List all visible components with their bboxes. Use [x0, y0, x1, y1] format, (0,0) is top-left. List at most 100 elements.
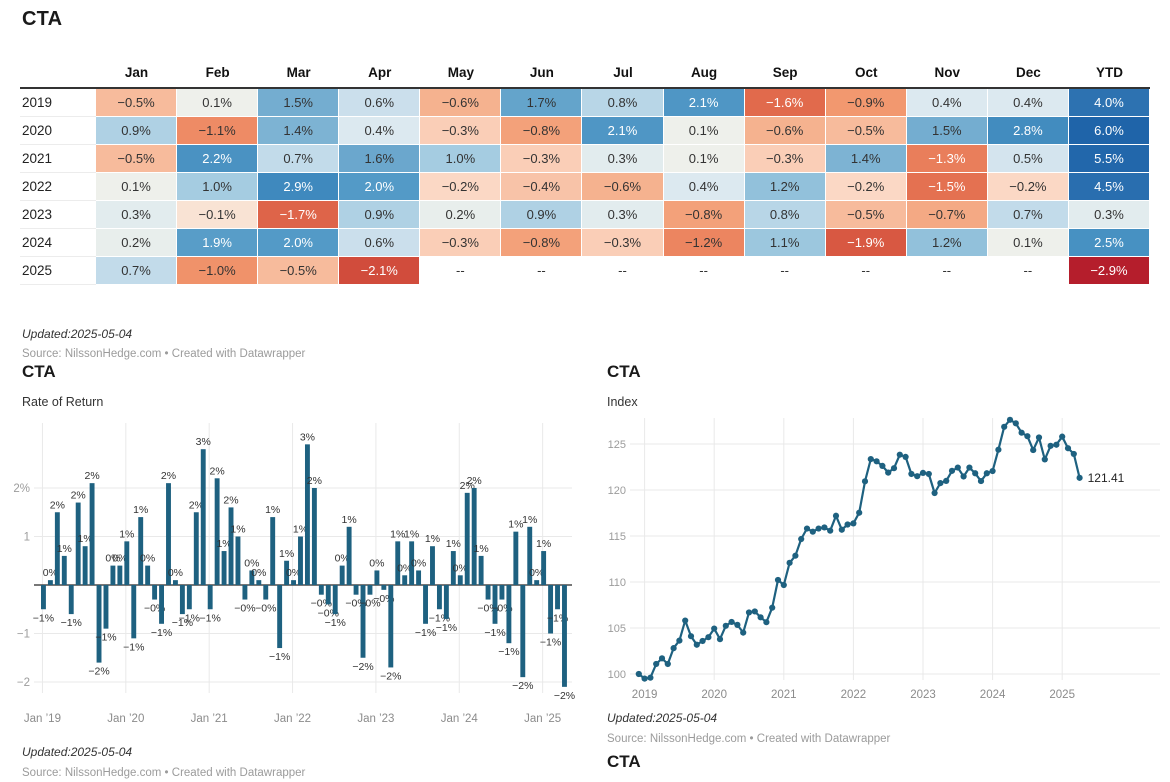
index-line-chart: 100 105 110 115 120 125 2019 2020 2021 2022 2023 20…: [608, 416, 1160, 701]
data-point: [977, 477, 985, 485]
bar-value-label: −1%: [179, 612, 200, 624]
heatmap-cell: −0.8%: [663, 201, 745, 229]
data-point: [658, 655, 666, 662]
heatmap-row-year: 2019: [20, 89, 96, 117]
data-point: [728, 618, 735, 626]
bar-value-label: 1%: [78, 533, 93, 545]
heatmap-cell: 0.4%: [339, 117, 421, 145]
bar-value-label: 1%: [446, 538, 461, 550]
bar: [159, 585, 164, 624]
bar-value-label: −1%: [269, 651, 290, 663]
bar-value-label: 3%: [196, 436, 211, 448]
heatmap-cell: −0.4%: [501, 173, 583, 201]
heatmap-cell: −0.3%: [744, 145, 826, 173]
heatmap-cell: −0.5%: [825, 201, 907, 229]
data-point: [1064, 445, 1072, 452]
data-point: [803, 525, 811, 532]
next-chart-title: CTA: [607, 752, 641, 771]
bar-chart-subtitle: Rate of Return: [22, 395, 104, 409]
bar-value-label: −2%: [88, 666, 109, 678]
heatmap-column-header: Jun: [529, 65, 554, 80]
data-point: [815, 525, 822, 532]
data-point: [966, 464, 973, 471]
data-point: [780, 581, 787, 589]
bar: [353, 585, 359, 595]
heatmap-cell: 1.2%: [744, 173, 826, 201]
data-point: [740, 629, 747, 636]
bar-value-label: 0%: [529, 567, 544, 579]
heatmap-cell: −0.2%: [987, 173, 1069, 201]
heatmap-cell: −0.1%: [177, 201, 259, 229]
bar: [527, 526, 533, 585]
bar: [75, 502, 81, 585]
line-end-value-label: 121.41: [1088, 471, 1125, 485]
data-point: [1006, 416, 1014, 423]
heatmap-cell: 1.7%: [501, 89, 583, 117]
data-point: [995, 446, 1002, 453]
data-point: [890, 465, 898, 472]
bar: [416, 570, 422, 585]
bar: [409, 541, 415, 585]
y-axis-tick-label: 105: [608, 623, 626, 635]
bar: [485, 585, 491, 600]
bar-value-label: 2%: [223, 494, 238, 506]
heatmap-cell: --: [501, 257, 583, 285]
bar: [541, 551, 547, 585]
bar-value-label: 0%: [335, 553, 350, 565]
line-chart-subtitle: Index: [607, 395, 638, 409]
bar-value-label: 2%: [50, 499, 65, 511]
heatmap-cell: −1.1%: [177, 117, 259, 145]
data-point: [885, 469, 892, 476]
data-point: [647, 674, 654, 681]
bar-value-label: 3%: [300, 431, 315, 443]
data-point: [902, 453, 909, 460]
x-axis-tick-label: 2019: [632, 689, 658, 701]
y-axis-tick-label: 110: [608, 577, 626, 589]
x-axis-tick-label: 2024: [980, 689, 1006, 701]
heatmap-cell: −0.5%: [258, 257, 340, 285]
bar: [110, 565, 116, 585]
data-point: [757, 614, 764, 621]
heatmap-cell: −0.5%: [825, 117, 907, 145]
heatmap-cell: 0.7%: [96, 257, 178, 285]
bar-value-label: −1%: [325, 617, 346, 629]
bar-value-label: 2%: [307, 475, 322, 487]
x-axis-tick-label: Jan ’20: [107, 713, 144, 725]
data-point: [641, 675, 648, 682]
bar-value-label: −1%: [484, 627, 505, 639]
bar-value-label: 1%: [119, 528, 134, 540]
heatmap-row-year: 2020: [20, 117, 96, 145]
heatmap-cell: 0.7%: [258, 145, 340, 173]
bar-value-label: −0%: [234, 603, 255, 615]
bar: [464, 492, 470, 585]
data-point: [722, 622, 729, 629]
y-axis-tick-label: 100: [608, 669, 626, 681]
bar-value-label: 2%: [161, 470, 176, 482]
bar-value-label: −0%: [359, 598, 380, 610]
data-point: [1053, 441, 1060, 448]
line-chart-updated-note: Updated:2025-05-04: [607, 711, 718, 725]
heatmap-cell: −1.0%: [177, 257, 259, 285]
bar-value-label: −1%: [33, 612, 54, 624]
bar-value-label: 1%: [390, 528, 405, 540]
bar: [68, 585, 74, 615]
bar-value-label: 0%: [43, 567, 58, 579]
bar: [138, 517, 144, 585]
data-point: [682, 617, 689, 624]
heatmap-cell: 2.0%: [339, 173, 421, 201]
bar-value-label: 2%: [71, 490, 86, 502]
bar-value-label: −1%: [200, 612, 221, 624]
bar-value-label: 1%: [404, 528, 419, 540]
x-axis-tick-label: 2023: [910, 689, 936, 701]
heatmap-column-header: Sep: [772, 65, 798, 80]
data-point: [861, 478, 869, 485]
heatmap-cell: −0.2%: [825, 173, 907, 201]
data-point: [989, 467, 996, 475]
bar: [166, 483, 171, 585]
data-point: [1012, 420, 1019, 427]
data-point: [745, 609, 753, 616]
bar-value-label: 0%: [251, 567, 266, 579]
bar-chart-updated-note: Updated:2025-05-04: [22, 745, 133, 759]
data-point: [798, 535, 805, 543]
bar: [311, 488, 317, 585]
